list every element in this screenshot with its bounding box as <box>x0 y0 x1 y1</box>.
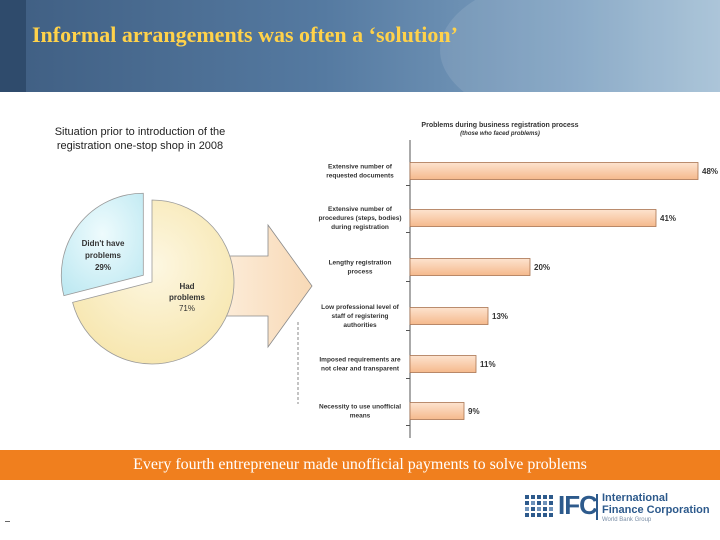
bar-category-label-line: staff of registering <box>331 313 388 320</box>
bar-category-label-line: Imposed requirements are <box>319 357 401 364</box>
banner-text: Every fourth entrepreneur made unofficia… <box>133 456 587 473</box>
bar-category-label-3: Lengthy registration process <box>329 260 392 276</box>
pie-slice-had-problems <box>72 199 235 365</box>
bar-value-label-2: 41% <box>660 214 676 223</box>
pie-label-didnt-have-problems-line2: problems <box>85 251 122 260</box>
ifc-logo-letters: IFC <box>558 490 598 520</box>
pie-label-had-problems-line1: Had <box>179 282 194 291</box>
bar-category-label-1: Extensive number of requested documents <box>326 164 394 180</box>
situation-caption: Situation prior to introduction of the r… <box>54 126 226 152</box>
slide-header: Informal arrangements was often a ‘solut… <box>0 0 720 92</box>
pie-chart: Didn't have problems 29% Had problems 71% <box>60 192 235 365</box>
bar-chart-subtitle: (those who faced problems) <box>460 131 540 137</box>
banner-bar <box>0 450 720 480</box>
slide-number-mark <box>5 521 10 534</box>
bar-4 <box>409 307 489 325</box>
bar-category-label-line: requested documents <box>326 173 394 180</box>
ifc-logo-name-line1: International <box>602 492 669 504</box>
ifc-logo-subtitle: World Bank Group <box>602 517 652 523</box>
bar-6 <box>409 402 465 420</box>
bar-value-label-6: 9% <box>468 407 480 416</box>
bar-chart-title: Problems during business registration pr… <box>421 122 578 129</box>
pie-label-had-problems-line2: problems <box>169 293 206 302</box>
ifc-logo: IFC International Finance Corporation Wo… <box>524 490 716 526</box>
pie-label-had-problems-value: 71% <box>179 304 195 313</box>
bar-value-label-1: 48% <box>702 167 718 176</box>
pie-slice-didnt-have-problems <box>60 192 144 297</box>
slide-title: Informal arrangements was often a ‘solut… <box>32 22 458 47</box>
bar-category-label-5: Imposed requirements are not clear and tr… <box>319 357 401 373</box>
bar-value-label-3: 20% <box>534 263 550 272</box>
bar-category-label-line: Necessity to use unofficial <box>319 404 401 411</box>
ifc-logo-name-line2: Finance Corporation <box>602 504 710 516</box>
bar-5 <box>409 355 477 373</box>
bar-category-label-line: means <box>350 413 371 420</box>
bar-category-label-2: Extensive number of procedures (steps, bo… <box>318 206 401 231</box>
bar-category-label-line: during registration <box>331 224 389 231</box>
bar-category-label-line: authorities <box>343 322 377 329</box>
bar-category-label-line: not clear and transparent <box>321 366 400 373</box>
bar-chart: Problems during business registration pr… <box>297 122 718 438</box>
bar-category-label-6: Necessity to use unofficial means <box>319 404 401 420</box>
globe-icon <box>524 494 554 520</box>
header-accent-band <box>0 0 26 92</box>
bar-category-label-line: Lengthy registration <box>329 260 392 267</box>
pie-label-didnt-have-problems-line1: Didn't have <box>82 239 125 248</box>
bar-category-label-line: process <box>348 269 373 276</box>
bar-category-label-line: procedures (steps, bodies) <box>318 215 401 222</box>
bar-category-label-line: Low professional level of <box>321 304 399 311</box>
bar-2 <box>409 209 657 227</box>
bar-value-label-5: 11% <box>480 360 496 369</box>
bar-3 <box>409 258 531 276</box>
bar-category-label-line: Extensive number of <box>328 164 393 171</box>
bar-category-label-4: Low professional level of staff of regist… <box>321 304 399 329</box>
bar-value-label-4: 13% <box>492 312 508 321</box>
pie-label-didnt-have-problems-value: 29% <box>95 263 111 272</box>
header-decoration <box>440 0 720 92</box>
ifc-logo-separator <box>596 494 598 520</box>
bar-category-label-line: Extensive number of <box>328 206 393 213</box>
bar-1 <box>409 162 699 180</box>
